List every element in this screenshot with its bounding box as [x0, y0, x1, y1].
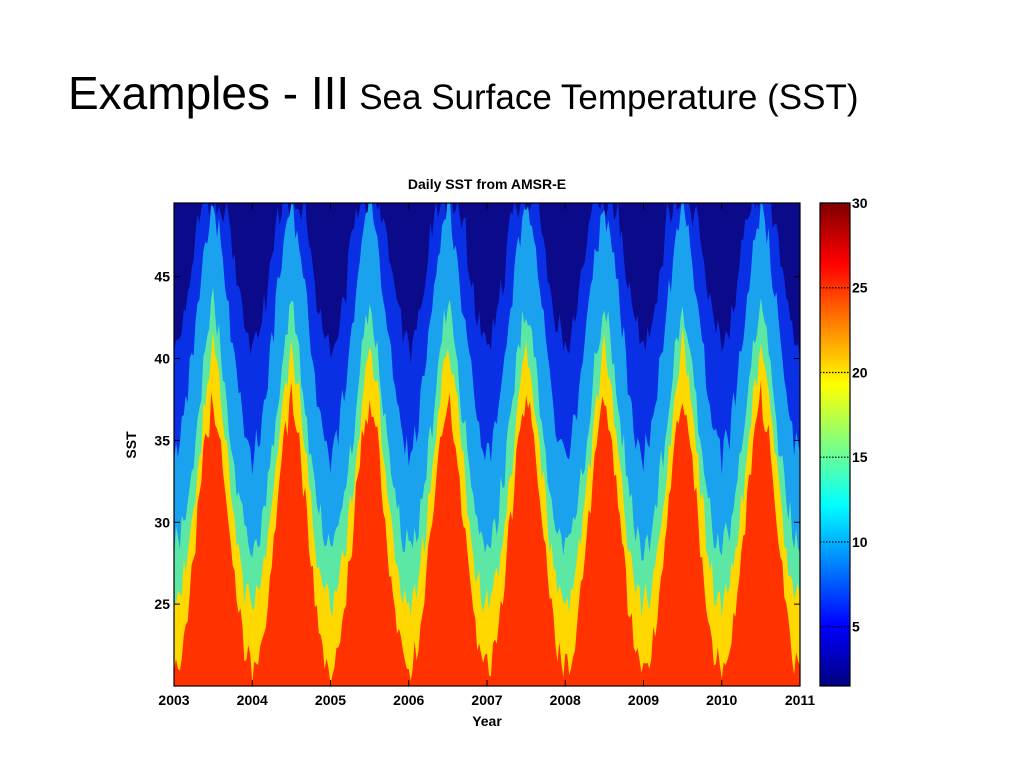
slide-subtitle: Sea Surface Temperature (SST) — [359, 78, 859, 117]
y-tick-label: 25 — [154, 596, 170, 612]
slide-title-main: Examples - III — [68, 67, 350, 119]
x-tick-label: 2009 — [628, 692, 659, 708]
x-tick-label: 2008 — [550, 692, 581, 708]
colorbar-tick-label: 30 — [852, 195, 868, 211]
x-tick-label: 2010 — [706, 692, 737, 708]
colorbar-tick-label: 15 — [852, 449, 868, 465]
x-tick-label: 2003 — [158, 692, 189, 708]
x-tick-label: 2004 — [237, 692, 268, 708]
x-tick-label: 2006 — [393, 692, 424, 708]
x-tick-label: 2011 — [785, 692, 816, 708]
y-tick-label: 45 — [154, 269, 170, 285]
y-axis-label: SST — [123, 431, 139, 459]
slide-title: Examples - III Sea Surface Temperature (S… — [68, 66, 859, 120]
y-tick-label: 35 — [154, 432, 170, 448]
y-tick-label: 40 — [154, 351, 170, 367]
level-band-5 — [174, 380, 800, 686]
colorbar-tick-label: 25 — [852, 280, 868, 296]
colorbar-axis: 5 10 15 20 25 30 — [820, 195, 868, 635]
x-axis-label: Year — [472, 713, 502, 729]
y-tick-label: 30 — [154, 514, 170, 530]
colorbar — [819, 202, 851, 687]
x-tick-label: 2005 — [315, 692, 346, 708]
colorbar-tick-label: 20 — [852, 364, 868, 380]
level-band-3 — [174, 287, 800, 686]
heatmap-field — [174, 203, 800, 686]
y-axis: 25 30 35 40 45 — [154, 269, 800, 612]
chart-title: Daily SST from AMSR-E — [408, 176, 566, 192]
colorbar-tick-label: 10 — [852, 534, 868, 550]
colorbar-tick-label: 5 — [852, 619, 860, 635]
x-axis: 2003 2004 2005 2006 2007 2008 2009 2010 2011 — [158, 203, 815, 708]
x-tick-label: 2007 — [471, 692, 502, 708]
